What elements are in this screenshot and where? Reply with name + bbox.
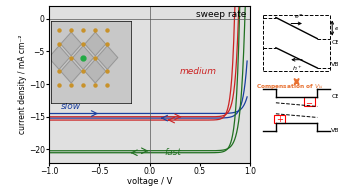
Text: $-$: $-$ (305, 97, 313, 106)
Text: medium: medium (180, 67, 217, 76)
Bar (274, 115, 285, 123)
Text: $h^+$: $h^+$ (292, 64, 303, 73)
Text: VB: VB (331, 128, 338, 133)
Text: slow: slow (61, 102, 81, 111)
Text: CB: CB (331, 40, 338, 45)
Bar (304, 97, 315, 105)
Text: Compensation of $V_{bi}$: Compensation of $V_{bi}$ (256, 82, 324, 91)
Text: $e^-$: $e^-$ (294, 13, 304, 21)
Text: VB: VB (331, 62, 338, 67)
Text: $+$: $+$ (275, 114, 284, 124)
Y-axis label: current density / mA cm⁻²: current density / mA cm⁻² (19, 34, 27, 134)
X-axis label: voltage / V: voltage / V (127, 177, 172, 186)
Text: $eV_{bi}$: $eV_{bi}$ (334, 24, 338, 33)
Text: CB: CB (331, 94, 338, 99)
Text: sweep rate: sweep rate (196, 10, 246, 19)
Text: fast: fast (165, 148, 182, 157)
